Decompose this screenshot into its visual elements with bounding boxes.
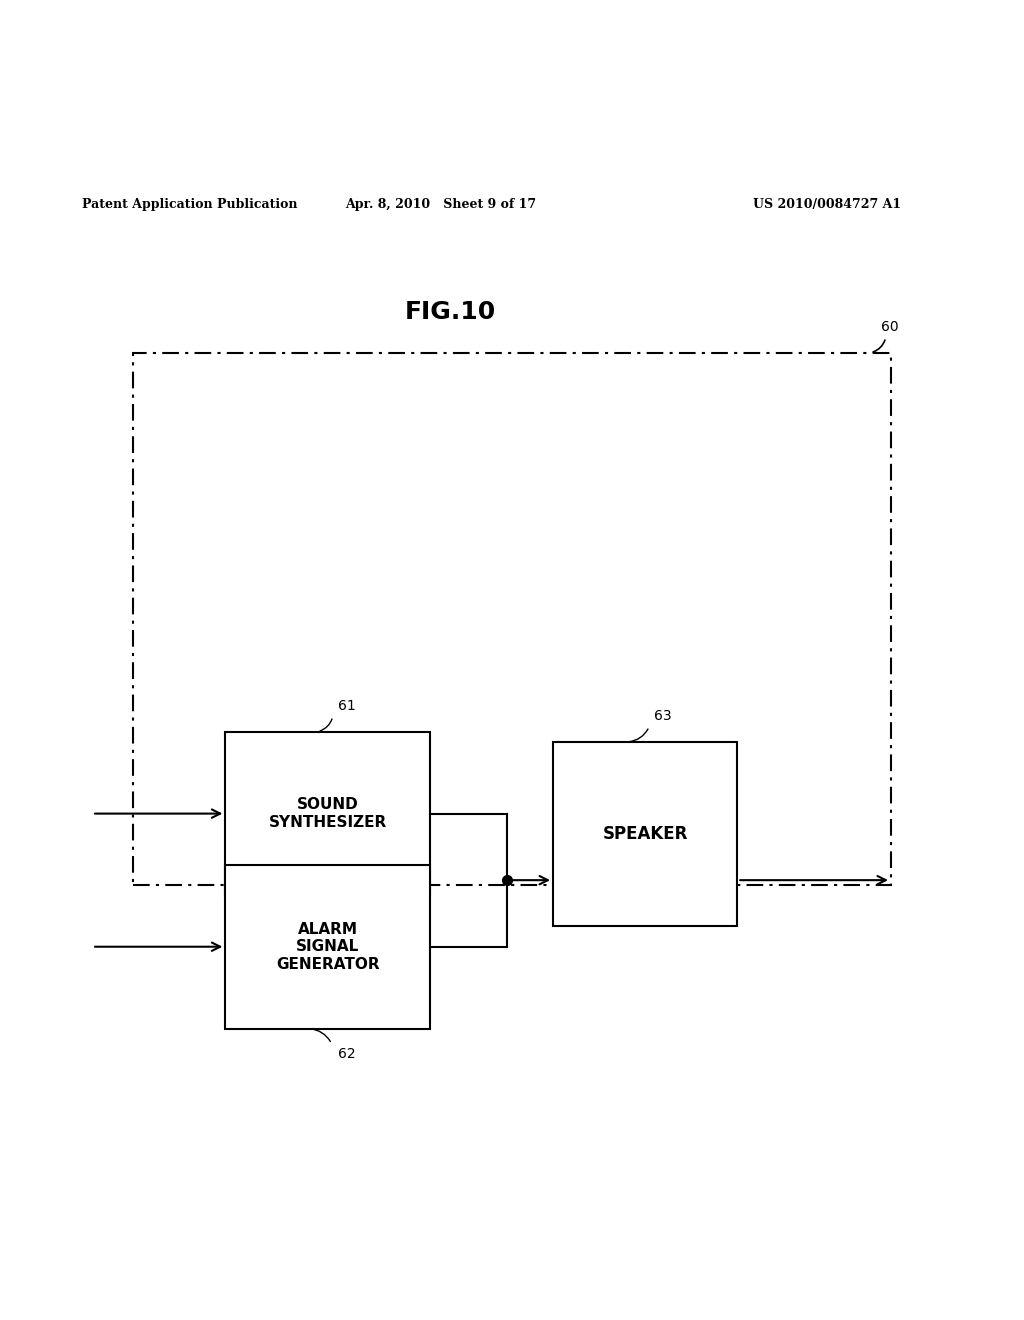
Text: SOUND
SYNTHESIZER: SOUND SYNTHESIZER	[268, 797, 387, 830]
Text: FIG.10: FIG.10	[404, 300, 497, 323]
Text: US 2010/0084727 A1: US 2010/0084727 A1	[753, 198, 901, 211]
Text: 63: 63	[654, 709, 672, 723]
Text: Patent Application Publication: Patent Application Publication	[82, 198, 297, 211]
Text: SPEAKER: SPEAKER	[602, 825, 688, 843]
FancyBboxPatch shape	[225, 865, 430, 1028]
Text: 62: 62	[338, 1047, 355, 1061]
FancyBboxPatch shape	[225, 731, 430, 895]
Text: ALARM
SIGNAL
GENERATOR: ALARM SIGNAL GENERATOR	[275, 921, 380, 972]
Text: 61: 61	[338, 700, 355, 713]
Text: 60: 60	[881, 321, 898, 334]
Text: Apr. 8, 2010   Sheet 9 of 17: Apr. 8, 2010 Sheet 9 of 17	[345, 198, 536, 211]
FancyBboxPatch shape	[553, 742, 737, 927]
